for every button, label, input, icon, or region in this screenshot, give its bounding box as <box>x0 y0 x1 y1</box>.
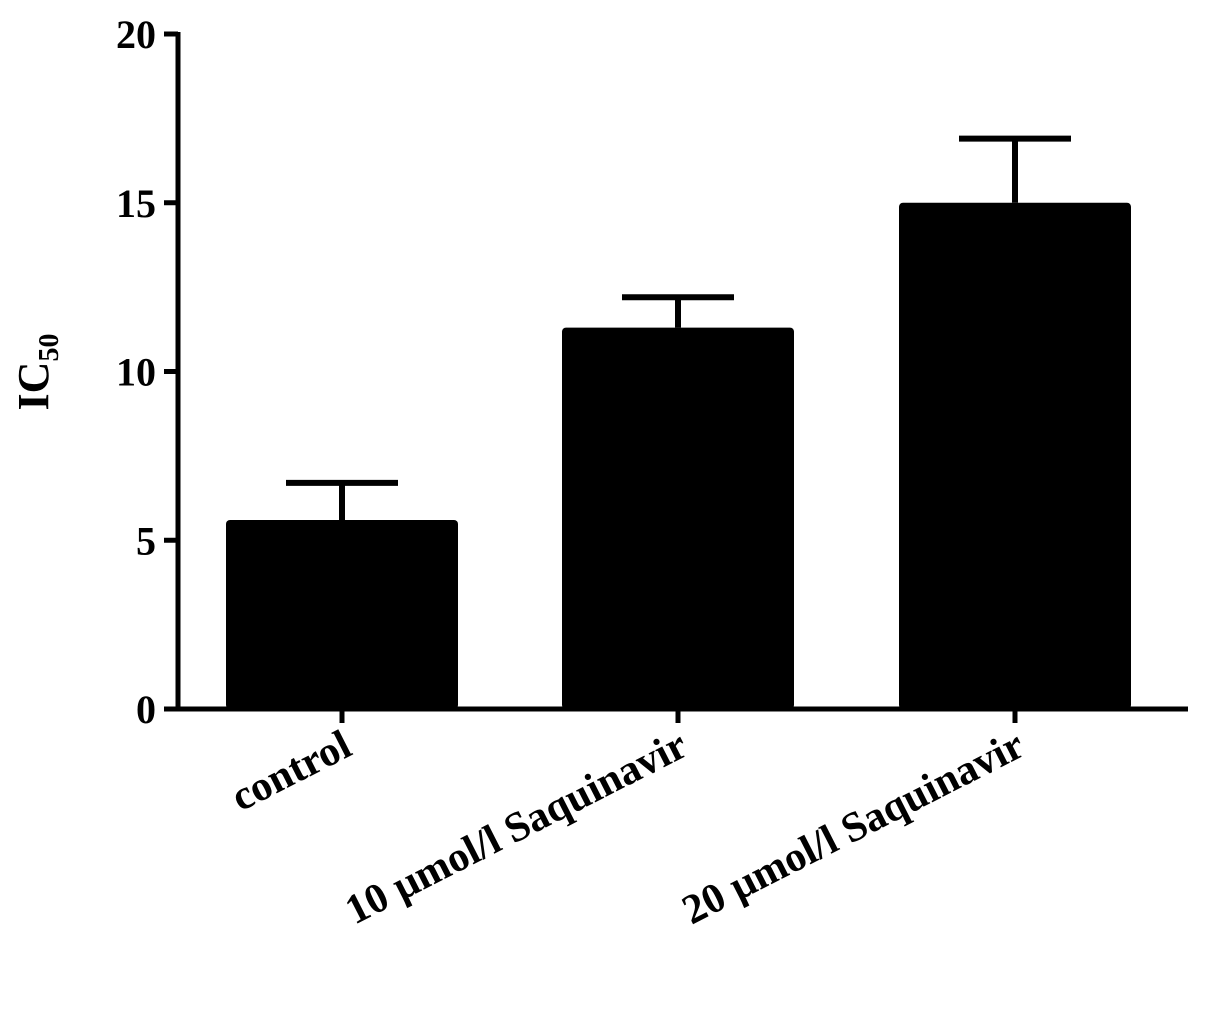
x-tick-label: 10 µmol/l Saquinavir <box>338 722 694 934</box>
bar <box>899 202 1131 709</box>
x-tick-label: control <box>224 722 359 821</box>
y-axis-label-subscript: 50 <box>34 334 65 362</box>
y-tick-label: 5 <box>136 518 156 563</box>
y-axis-label: IC50 <box>9 334 65 411</box>
y-tick-label: 15 <box>116 181 156 226</box>
y-tick-label: 10 <box>116 350 156 395</box>
bar <box>562 327 794 709</box>
y-tick-label: 20 <box>116 12 156 57</box>
bar <box>226 520 458 709</box>
y-tick-label: 0 <box>136 687 156 732</box>
x-tick-label: 20 µmol/l Saquinavir <box>675 722 1031 934</box>
y-axis-label-main: IC <box>9 362 58 411</box>
